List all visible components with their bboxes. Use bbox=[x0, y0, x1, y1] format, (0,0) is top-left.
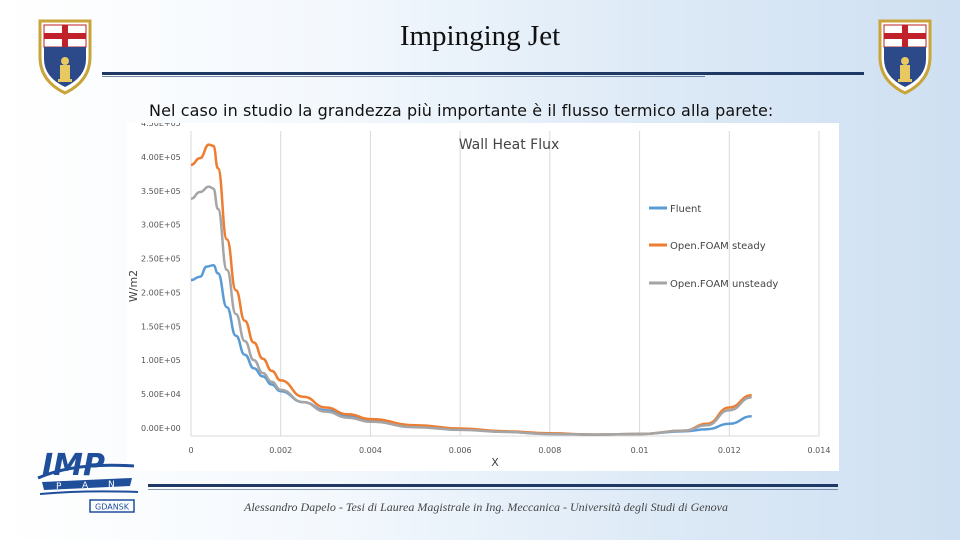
x-tick-label: 0.002 bbox=[269, 446, 292, 455]
slide-title: Impinging Jet bbox=[399, 20, 561, 52]
imp-logo-icon: IMP P A N GDANSK bbox=[37, 448, 139, 513]
y-tick-label: 1.50E+05 bbox=[141, 322, 181, 331]
x-tick-label: 0.006 bbox=[449, 446, 472, 455]
crest-icon bbox=[38, 19, 92, 95]
y-tick-label: 0.00E+00 bbox=[141, 424, 181, 433]
imp-text: IMP bbox=[42, 448, 105, 483]
series-line-0 bbox=[190, 263, 752, 436]
y-tick-label: 4.00E+05 bbox=[141, 153, 181, 162]
imp-letter-n: N bbox=[108, 480, 115, 490]
y-tick-label: 3.00E+05 bbox=[141, 221, 181, 230]
series-line-2 bbox=[190, 185, 752, 436]
header-rule-top bbox=[102, 72, 864, 75]
legend-label: Open.FOAM unsteady bbox=[670, 279, 778, 290]
university-crest-left bbox=[34, 17, 96, 95]
y-tick-label: 5.00E+04 bbox=[141, 390, 181, 399]
slide-subtitle: Nel caso in studio la grandezza più impo… bbox=[149, 101, 774, 120]
x-tick-label: 0.012 bbox=[718, 446, 741, 455]
footer-rule-top bbox=[148, 484, 838, 487]
y-tick-label: 2.50E+05 bbox=[141, 255, 181, 264]
y-tick-label: 1.00E+05 bbox=[141, 356, 181, 365]
imp-letter-p: P bbox=[56, 482, 62, 492]
imp-pan-logo: IMP P A N GDANSK bbox=[34, 442, 140, 516]
slide-footer: Alessandro Dapelo - Tesi di Laurea Magis… bbox=[244, 500, 728, 514]
series-line-1 bbox=[190, 143, 752, 436]
wall-heat-flux-chart: 0.00E+00 5.00E+04 1.00E+05 1.50E+05 2.00E+05… bbox=[127, 123, 839, 471]
x-tick-label: 0.01 bbox=[631, 446, 649, 455]
y-tick-label: 4.50E+05 bbox=[141, 123, 181, 128]
legend-label: Fluent bbox=[670, 204, 701, 215]
y-axis-label: W/m2 bbox=[127, 270, 140, 302]
footer-rule-short bbox=[148, 489, 838, 490]
x-tick-label: 0.004 bbox=[359, 446, 382, 455]
legend-label: Open.FOAM steady bbox=[670, 241, 766, 252]
header-rule-short bbox=[102, 76, 705, 77]
x-tick-label: 0.008 bbox=[538, 446, 561, 455]
chart-svg: 0.00E+00 5.00E+04 1.00E+05 1.50E+05 2.00E+05… bbox=[127, 123, 831, 469]
x-tick-label: 0.014 bbox=[808, 446, 831, 455]
y-tick-label: 3.50E+05 bbox=[141, 187, 181, 196]
x-tick-label: 0 bbox=[188, 446, 193, 455]
x-axis-label: X bbox=[491, 456, 499, 469]
crest-icon bbox=[878, 19, 932, 95]
imp-city: GDANSK bbox=[95, 503, 130, 512]
y-tick-label: 2.00E+05 bbox=[141, 288, 181, 297]
imp-letter-a: A bbox=[82, 481, 89, 491]
chart-title: Wall Heat Flux bbox=[459, 137, 560, 153]
university-crest-right bbox=[874, 17, 936, 95]
